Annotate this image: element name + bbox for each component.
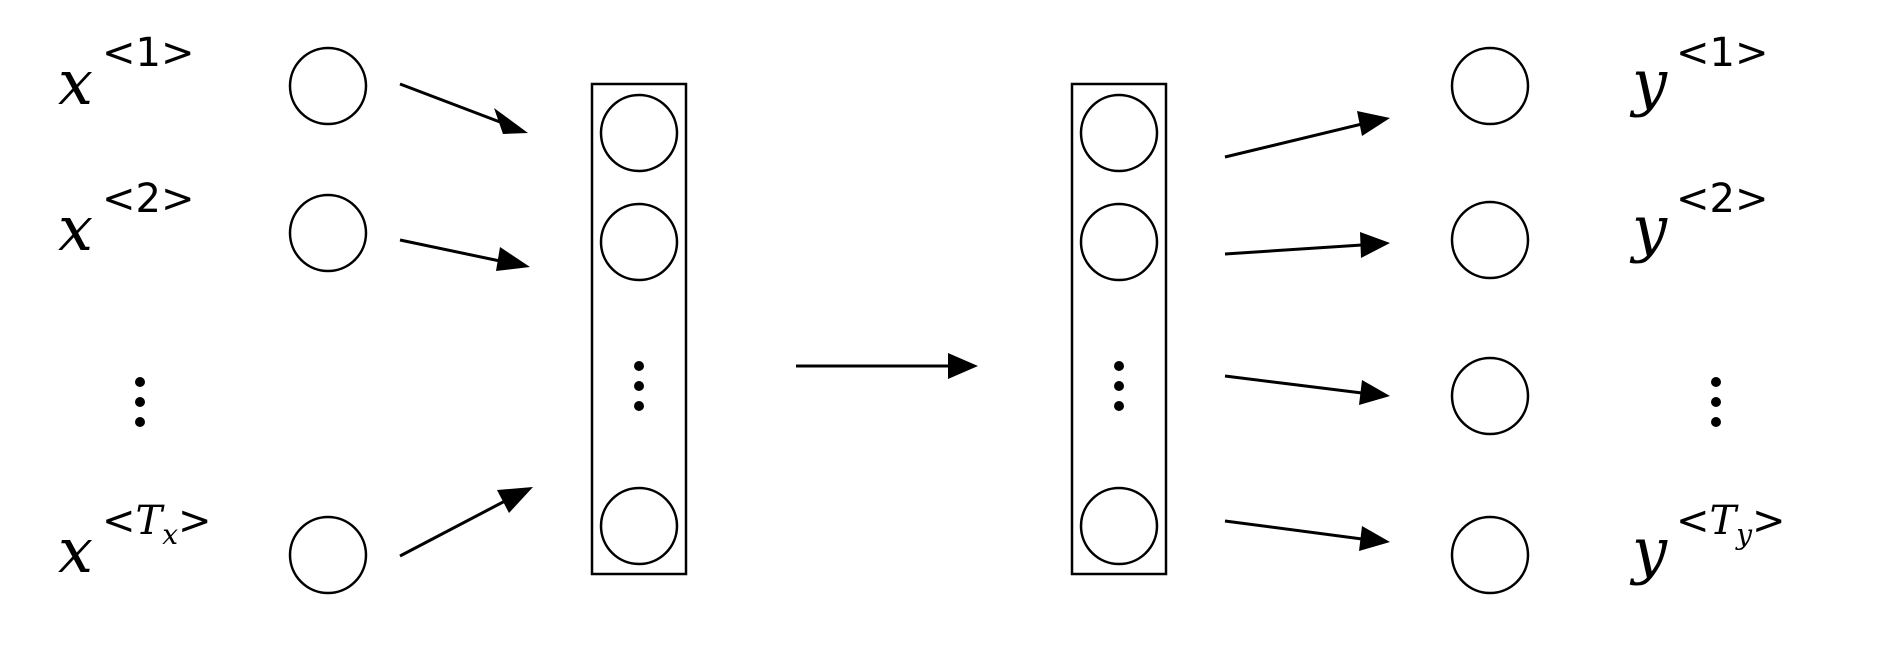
input-label-1-base: x	[58, 46, 93, 119]
output-node-2	[1450, 200, 1530, 280]
decoder-box	[1070, 82, 1168, 576]
output-label-2-base: y	[1629, 192, 1668, 265]
arrow-icon	[1224, 232, 1390, 258]
output-label-ty-sup: <Ty>	[1676, 498, 1786, 551]
output-label-2: y <2>	[1629, 176, 1768, 265]
output-label-2-sup: <2>	[1676, 176, 1768, 222]
output-label-1: y <1>	[1629, 30, 1768, 119]
arrow-icon	[399, 487, 533, 558]
input-node-tx	[288, 515, 368, 595]
input-node-2	[288, 193, 368, 273]
dot	[135, 417, 145, 427]
input-label-2-sup: <2>	[102, 176, 194, 222]
dot	[135, 397, 145, 407]
decoder-node-1	[1079, 93, 1159, 173]
output-node-3	[1450, 356, 1530, 436]
output-node-1	[1450, 46, 1530, 126]
decoder-node-2	[1079, 202, 1159, 282]
encoder-node-1	[599, 93, 679, 173]
dot	[1711, 377, 1721, 387]
output-label-1-base: y	[1629, 46, 1668, 119]
output-label-1-sup: <1>	[1676, 30, 1768, 76]
dot	[634, 401, 644, 411]
encoder-vector	[590, 82, 688, 576]
dot	[135, 377, 145, 387]
output-label-ty-base: y	[1629, 514, 1668, 587]
input-label-2-base: x	[58, 192, 93, 265]
dot	[1711, 397, 1721, 407]
decoder-node-n	[1079, 486, 1159, 566]
arrow-icon	[1224, 111, 1390, 159]
input-label-tx: x <Tx>	[58, 498, 212, 587]
encoder-node-2	[599, 202, 679, 282]
encoder-node-n	[599, 486, 679, 566]
output-label-ty: y <Ty>	[1629, 498, 1786, 587]
decoder-vector	[1070, 82, 1168, 576]
dot	[1114, 381, 1124, 391]
arrow-icon	[1224, 519, 1390, 551]
dot	[1711, 417, 1721, 427]
dot	[634, 381, 644, 391]
output-node-ty	[1450, 515, 1530, 595]
dot	[634, 361, 644, 371]
input-label-2: x <2>	[58, 176, 194, 265]
dot	[1114, 361, 1124, 371]
dot	[1114, 401, 1124, 411]
output-ellipsis	[1711, 377, 1721, 427]
input-label-tx-sup: <Tx>	[102, 498, 212, 551]
arrow-icon	[399, 82, 528, 134]
input-label-1-sup: <1>	[102, 30, 194, 76]
input-label-1: x <1>	[58, 30, 194, 119]
arrow-icon	[399, 238, 530, 271]
input-label-tx-base: x	[58, 514, 93, 587]
input-node-1	[288, 46, 368, 126]
arrow-icon	[796, 353, 978, 379]
arrow-icon	[1224, 374, 1390, 405]
input-ellipsis	[135, 377, 145, 427]
encoder-box	[590, 82, 688, 576]
